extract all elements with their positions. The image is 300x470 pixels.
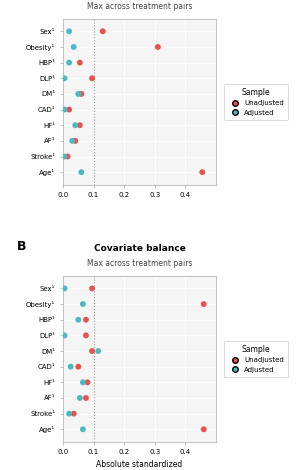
- Point: [201, 300, 206, 308]
- Point: [83, 316, 88, 323]
- X-axis label: Absolute standardized
mean differences: Absolute standardized mean differences: [96, 460, 183, 470]
- Point: [67, 106, 71, 113]
- Point: [77, 59, 82, 66]
- Point: [79, 90, 84, 98]
- Point: [80, 425, 85, 433]
- Point: [65, 153, 70, 160]
- Legend: Unadjusted, Adjusted: Unadjusted, Adjusted: [224, 84, 288, 120]
- Point: [76, 90, 81, 98]
- Point: [76, 363, 81, 370]
- Point: [200, 168, 205, 176]
- Point: [76, 316, 81, 323]
- Text: Max across treatment pairs: Max across treatment pairs: [87, 258, 192, 267]
- Point: [83, 394, 88, 402]
- Point: [201, 425, 206, 433]
- Point: [62, 153, 67, 160]
- Point: [80, 300, 85, 308]
- Point: [77, 394, 82, 402]
- Point: [77, 121, 82, 129]
- Point: [85, 378, 90, 386]
- Point: [80, 378, 85, 386]
- Point: [62, 285, 67, 292]
- Legend: Unadjusted, Adjusted: Unadjusted, Adjusted: [224, 341, 288, 377]
- Point: [155, 43, 160, 51]
- Point: [96, 347, 100, 355]
- Text: B: B: [17, 240, 27, 253]
- Text: Covariate balance: Covariate balance: [94, 243, 185, 253]
- Point: [67, 28, 71, 35]
- Point: [73, 121, 78, 129]
- Point: [71, 43, 76, 51]
- Point: [62, 75, 67, 82]
- Point: [71, 410, 76, 417]
- Point: [62, 332, 67, 339]
- Text: Max across treatment pairs: Max across treatment pairs: [87, 1, 192, 10]
- Point: [68, 363, 73, 370]
- Point: [62, 106, 67, 113]
- Point: [100, 28, 105, 35]
- Point: [79, 168, 84, 176]
- Point: [67, 59, 71, 66]
- Point: [90, 75, 94, 82]
- Point: [70, 137, 75, 145]
- Point: [67, 410, 71, 417]
- Point: [90, 285, 94, 292]
- Point: [73, 137, 78, 145]
- Point: [90, 347, 94, 355]
- Point: [83, 332, 88, 339]
